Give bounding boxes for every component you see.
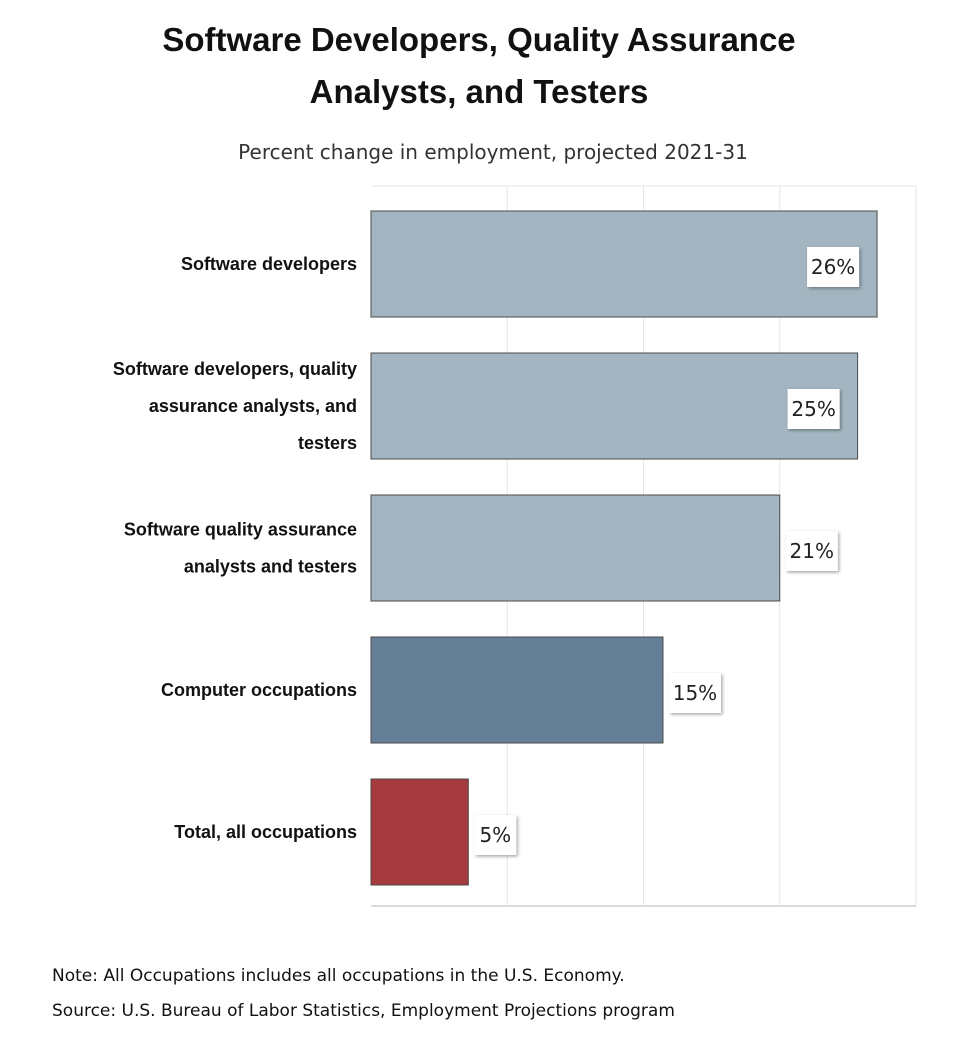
- value-label-box-4: [474, 815, 517, 855]
- value-label-box-3: [668, 673, 721, 713]
- category-label-1-line-0: Software developers, quality: [113, 359, 357, 379]
- chart-subtitle: Percent change in employment, projected …: [238, 140, 748, 164]
- chart-note: Note: All Occupations includes all occup…: [52, 966, 625, 986]
- category-label-2-line-1: analysts and testers: [184, 557, 357, 577]
- category-label-1-line-2: testers: [298, 433, 357, 453]
- value-label-box-0: [807, 247, 860, 287]
- category-label-1-line-1: assurance analysts, and: [149, 396, 357, 416]
- category-label-2-line-0: Software quality assurance: [124, 520, 357, 540]
- category-label-4-line-0: Total, all occupations: [174, 822, 357, 842]
- chart-title: Software Developers, Quality Assurance A…: [0, 14, 958, 118]
- category-label-3-line-0: Computer occupations: [161, 680, 357, 700]
- value-label-2: 21%: [790, 539, 834, 563]
- value-label-box-2: [785, 531, 838, 571]
- chart-title-line-2: Analysts, and Testers: [309, 73, 649, 110]
- value-label-1: 25%: [791, 397, 835, 421]
- value-label-box-1: [787, 389, 840, 429]
- bar-3: [370, 636, 664, 744]
- category-label-0-line-0: Software developers: [181, 254, 357, 274]
- chart-title-line-1: Software Developers, Quality Assurance: [162, 21, 796, 58]
- bar-1: [370, 352, 859, 460]
- bar-2: [370, 494, 781, 602]
- value-label-0: 26%: [811, 255, 855, 279]
- bar-0: [370, 210, 878, 318]
- value-label-3: 15%: [673, 681, 717, 705]
- value-label-4: 5%: [479, 823, 511, 847]
- bar-4: [370, 778, 469, 886]
- chart-source: Source: U.S. Bureau of Labor Statistics,…: [52, 1001, 675, 1021]
- bar-chart: 26% Software developers 25% Software develo…: [113, 185, 917, 907]
